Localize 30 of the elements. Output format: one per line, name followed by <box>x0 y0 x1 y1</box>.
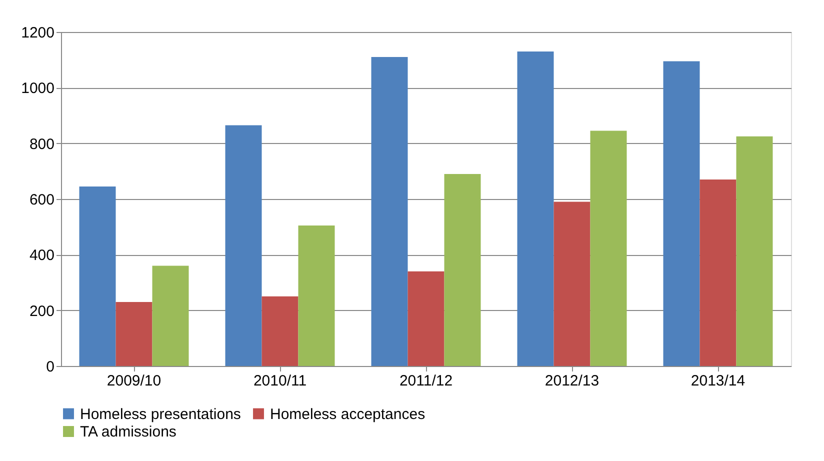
bar <box>554 202 590 366</box>
legend-label: Homeless presentations <box>80 406 241 423</box>
y-tick-label: 400 <box>29 247 54 264</box>
legend-label: Homeless acceptances <box>270 406 426 423</box>
y-tick-label: 800 <box>29 136 54 153</box>
bar <box>262 296 298 366</box>
y-tick-label: 600 <box>29 192 54 208</box>
bar <box>736 136 773 366</box>
x-tick-label: 2012/13 <box>544 372 600 390</box>
bar <box>298 225 335 366</box>
y-tick-label: 0 <box>46 358 54 376</box>
x-tick-label: 2011/12 <box>399 372 453 390</box>
bar <box>408 271 444 366</box>
bar <box>225 125 262 366</box>
y-tick-label: 1000 <box>21 80 54 98</box>
bar <box>663 61 700 366</box>
bar <box>371 57 408 366</box>
legend-label: TA admissions <box>80 424 176 440</box>
y-tick-label: 1200 <box>21 24 54 42</box>
x-tick-label: 2013/14 <box>690 372 746 390</box>
bar <box>517 51 554 366</box>
bar <box>444 174 481 366</box>
bar <box>116 302 152 366</box>
bar <box>79 186 116 366</box>
x-tick-label: 2010/11 <box>253 372 307 390</box>
y-tick-label: 200 <box>29 302 54 320</box>
x-tick-label: 2009/10 <box>106 372 162 390</box>
bar <box>700 180 736 366</box>
bar <box>590 130 627 366</box>
bar <box>152 266 189 366</box>
